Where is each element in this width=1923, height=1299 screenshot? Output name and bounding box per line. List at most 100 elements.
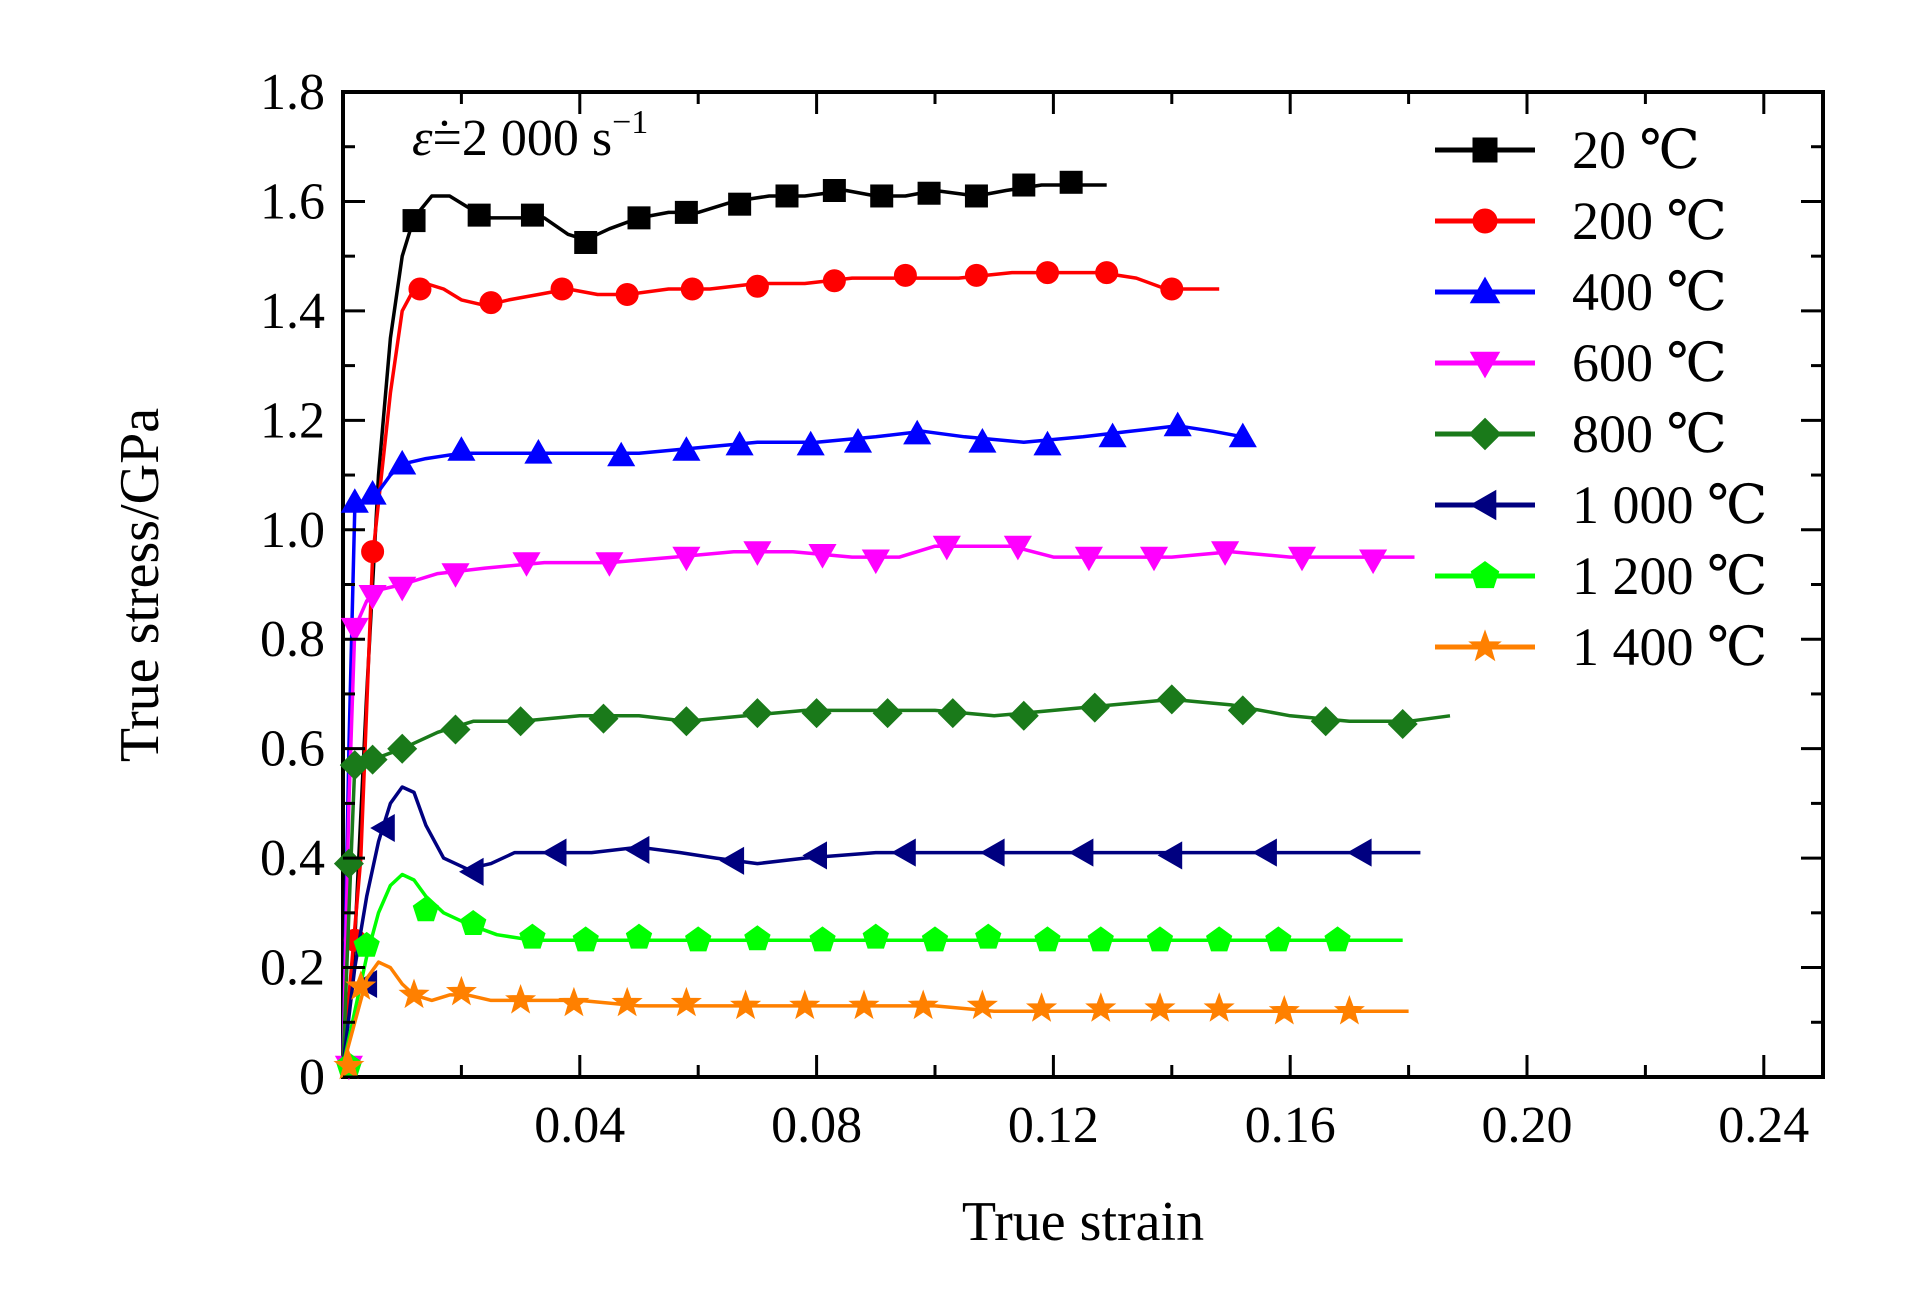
data-point [907,989,939,1020]
data-point [558,986,590,1017]
data-point [1025,992,1058,1022]
data-point [1211,541,1240,566]
data-point [408,277,432,301]
legend-marker [1472,137,1498,163]
x-tick-label: 0.24 [1718,1097,1809,1154]
data-point [670,986,702,1017]
legend-label: 600 ℃ [1572,333,1727,393]
legend-item: 400 ℃ [1435,262,1727,322]
y-tick-label: 1.4 [260,283,325,340]
data-point [607,441,636,467]
legend-marker [1469,351,1501,379]
data-point [1139,546,1169,572]
data-point [388,576,417,602]
data-point [588,703,619,734]
data-point [891,838,916,867]
data-point [1268,995,1300,1025]
data-point [680,277,704,301]
data-point [505,984,537,1014]
data-point [1068,838,1094,867]
data-point [467,203,491,227]
series-line [341,960,1409,1067]
data-point [541,838,567,867]
data-point [671,706,702,737]
data-point [685,926,712,952]
strain-rate-exponent: −1 [612,104,648,141]
data-point [1087,926,1114,952]
data-point [964,263,988,287]
data-point [1203,992,1235,1022]
data-point [1387,708,1418,740]
strain-rate-annotation: ε̇=2 000 s−1 [412,104,648,167]
data-point [672,546,701,572]
y-tick-label: 1.8 [260,64,325,121]
data-point [822,269,846,293]
data-point [921,926,949,952]
data-point [968,427,997,453]
axis-ticks: 0.04 0.08 0.12 0.16 0.20 0.24 0 0.2 0.4 0.6 0.8 1.0… [260,64,1823,1154]
series-line [341,785,1421,1067]
data-point [402,209,426,233]
legend-label: 1 200 ℃ [1572,546,1767,606]
data-point [822,179,846,202]
data-point [1160,277,1184,301]
data-point [1206,926,1233,952]
data-point [572,926,599,952]
y-tick-label: 0.4 [260,830,325,887]
y-tick-label: 0.6 [260,721,325,778]
data-point [627,206,651,230]
data-point [1146,926,1174,952]
y-tick-label: 1.6 [260,173,325,230]
x-tick-label: 0.04 [534,1097,625,1154]
series-6 [335,872,1403,1078]
series-line [341,424,1244,1067]
data-point [1157,841,1183,870]
legend-item: 200 ℃ [1435,191,1727,251]
data-point [1228,422,1257,448]
legend-label: 1 000 ℃ [1572,475,1767,535]
data-point [611,986,643,1017]
data-point [745,274,769,298]
data-point [1059,170,1083,194]
plot-layer [333,170,1451,1081]
legend-marker [1468,629,1502,662]
data-point [672,436,701,461]
series-1 [341,261,1220,1067]
legend-marker [1468,417,1502,451]
legend-item: 1 000 ℃ [1435,475,1767,535]
data-point [519,923,546,949]
data-point [460,909,487,935]
data-point [917,181,941,205]
data-point [398,978,430,1009]
data-point [361,540,385,564]
data-point [479,291,503,315]
y-tick-label: 1.2 [260,392,325,449]
series-line [341,270,1220,1067]
data-point [872,698,903,729]
data-point [1252,838,1277,867]
data-point [1095,261,1119,285]
data-point [1333,995,1365,1025]
data-point [848,989,880,1020]
data-point [1156,684,1187,715]
data-point [743,541,772,566]
data-point [1346,838,1372,867]
series-2 [340,411,1257,1067]
series-0 [341,170,1107,1067]
data-point [809,926,836,952]
legend-marker [1469,276,1501,304]
data-point [861,549,890,575]
series-7 [333,960,1409,1080]
data-point [1008,700,1039,731]
data-point [1287,546,1317,572]
legend-item: 800 ℃ [1435,404,1727,464]
data-point [729,989,762,1020]
data-point [964,184,988,208]
data-point [624,835,650,864]
data-point [505,706,536,737]
data-point [445,975,477,1006]
y-tick-label: 0.2 [260,940,325,997]
data-point [843,427,873,453]
legend-marker [1472,208,1498,234]
